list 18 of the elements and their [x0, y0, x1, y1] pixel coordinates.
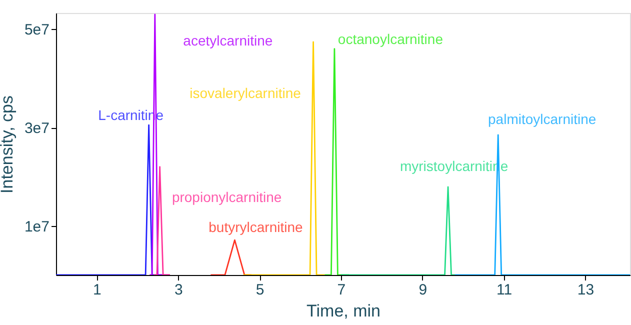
- x-tick-label: 9: [418, 282, 428, 298]
- y-tick-label: 1e7: [24, 218, 50, 236]
- series-label: butyrylcarnitine: [208, 219, 303, 236]
- series-label: acetylcarnitine: [183, 32, 273, 48]
- series-label: octanoylcarnitine: [338, 30, 444, 47]
- x-axis-title: Time, min: [306, 302, 380, 320]
- x-tick-label: 7: [337, 282, 346, 298]
- series-label: propionylcarnitine: [172, 188, 282, 205]
- x-tick-label: 1: [93, 282, 102, 298]
- series-label: isovalerylcarnitine: [190, 85, 302, 101]
- y-tick-label: 3e7: [24, 120, 50, 138]
- x-tick-label: 3: [174, 282, 183, 298]
- series-label: palmitoylcarnitine: [488, 110, 596, 127]
- x-tick-label: 13: [577, 282, 594, 298]
- y-tick-label: 5e7: [24, 22, 50, 39]
- x-tick-label: 11: [496, 282, 512, 298]
- y-axis-title: Intensity, cps: [0, 96, 16, 194]
- x-tick-label: 5: [256, 282, 264, 298]
